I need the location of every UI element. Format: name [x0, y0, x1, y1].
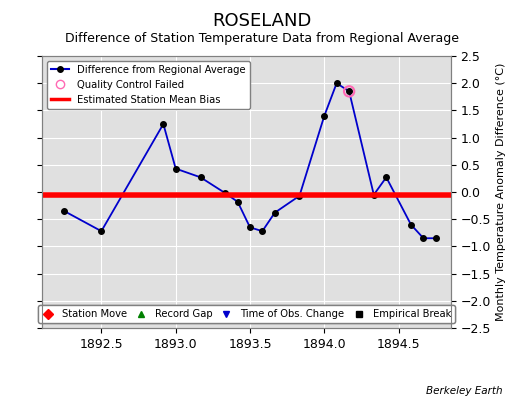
Legend: Station Move, Record Gap, Time of Obs. Change, Empirical Break: Station Move, Record Gap, Time of Obs. C…	[38, 305, 455, 323]
Text: Difference of Station Temperature Data from Regional Average: Difference of Station Temperature Data f…	[65, 32, 459, 45]
Text: Berkeley Earth: Berkeley Earth	[427, 386, 503, 396]
Point	[345, 88, 353, 94]
Text: ROSELAND: ROSELAND	[212, 12, 312, 30]
Y-axis label: Monthly Temperature Anomaly Difference (°C): Monthly Temperature Anomaly Difference (…	[496, 63, 506, 321]
